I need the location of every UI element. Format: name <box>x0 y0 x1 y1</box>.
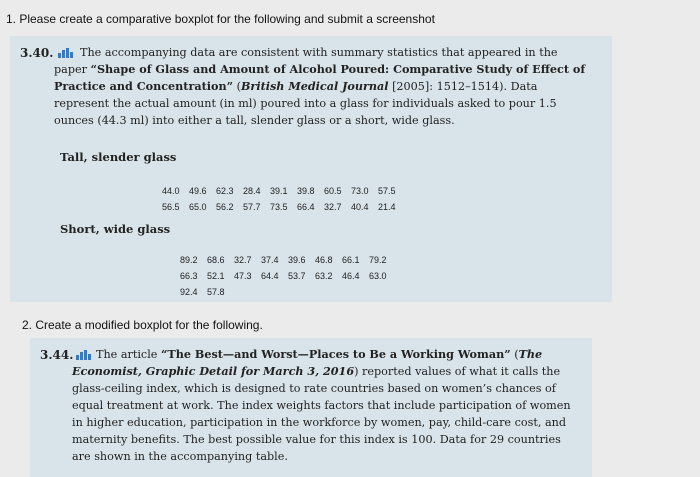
journal: The Economist, Graphic Detail for March … <box>72 347 543 378</box>
data-value: 64.4 <box>261 271 279 281</box>
task-heading: 2. Create a modified boxplot for the fol… <box>22 318 263 332</box>
data-value: 79.2 <box>369 255 387 265</box>
text: The article <box>96 348 161 361</box>
data-value: 52.1 <box>207 271 225 281</box>
paper-title: “Shape of Glass and Amount of Alcohol Po… <box>54 62 586 93</box>
article-title: “The Best—and Worst—Places to Be a Worki… <box>160 347 511 361</box>
data-value: 57.5 <box>378 186 396 196</box>
data-icon <box>58 48 73 58</box>
text: ( <box>233 80 241 93</box>
data-value: 68.6 <box>207 255 225 265</box>
data-value: 62.3 <box>216 186 234 196</box>
data-value: 89.2 <box>180 255 198 265</box>
exercise-box: 3.40. The accompanying data are consiste… <box>10 36 612 302</box>
exercise-number: 3.40. <box>20 46 54 60</box>
data-value: 32.7 <box>234 255 252 265</box>
data-value: 53.7 <box>288 271 306 281</box>
data-value: 56.2 <box>216 202 234 212</box>
data-value: 92.4 <box>180 287 198 297</box>
exercise-text: The accompanying data are consistent wit… <box>54 44 594 129</box>
data-value: 73.0 <box>351 186 369 196</box>
data-value: 21.4 <box>378 202 396 212</box>
data-value: 44.0 <box>162 186 180 196</box>
data-value: 66.4 <box>297 202 315 212</box>
text: [2005]: 1512–1514). Data represent the a… <box>54 80 557 127</box>
data-value: 39.1 <box>270 186 288 196</box>
data-value: 46.8 <box>315 255 333 265</box>
data-value: 47.3 <box>234 271 252 281</box>
exercise-box: 3.44. The article “The Best—and Worst—Pl… <box>30 338 592 477</box>
data-icon <box>76 350 91 360</box>
data-value: 60.5 <box>324 186 342 196</box>
journal: British Medical Journal <box>240 79 389 93</box>
data-value: 66.1 <box>342 255 360 265</box>
data-value: 39.8 <box>297 186 315 196</box>
text: ) reported values of what it calls the g… <box>72 365 571 463</box>
text: The accompanying data are consistent wit… <box>54 46 558 76</box>
data-value: 46.4 <box>342 271 360 281</box>
data-value: 57.8 <box>207 287 225 297</box>
group-label: Tall, slender glass <box>60 150 177 164</box>
data-value: 73.5 <box>270 202 288 212</box>
data-value: 63.0 <box>369 271 387 281</box>
data-value: 32.7 <box>324 202 342 212</box>
data-value: 66.3 <box>180 271 198 281</box>
data-value: 37.4 <box>261 255 279 265</box>
data-value: 49.6 <box>189 186 207 196</box>
group-label: Short, wide glass <box>60 222 171 236</box>
exercise-text: The article “The Best—and Worst—Places t… <box>72 346 577 465</box>
data-value: 39.6 <box>288 255 306 265</box>
data-value: 63.2 <box>315 271 333 281</box>
text: ( <box>510 348 519 361</box>
data-value: 40.4 <box>351 202 369 212</box>
task-heading: 1. Please create a comparative boxplot f… <box>6 12 435 26</box>
data-value: 57.7 <box>243 202 261 212</box>
data-value: 28.4 <box>243 186 261 196</box>
data-value: 56.5 <box>162 202 180 212</box>
exercise-number: 3.44. <box>40 348 74 362</box>
data-value: 65.0 <box>189 202 207 212</box>
